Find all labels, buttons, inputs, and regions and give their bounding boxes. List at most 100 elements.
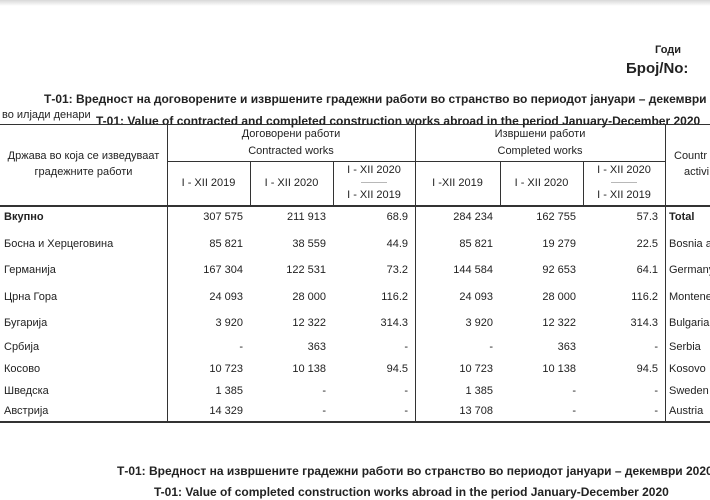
- row-value-ei: 64.1: [636, 264, 658, 276]
- row-country-mk: Србија: [4, 341, 40, 353]
- period-column-header: I - XII 2019: [181, 177, 236, 189]
- row-country-en: Serbia: [669, 341, 701, 353]
- title-en: T-01: Value of contracted and completed …: [96, 114, 701, 128]
- number-label: Број/No:: [626, 60, 689, 77]
- row-value-c19: 14 329: [209, 405, 243, 417]
- row-value-c19: 24 093: [209, 291, 243, 303]
- row-value-ci: 73.2: [386, 264, 408, 276]
- index-header-bottom: I - XII 2019: [597, 189, 651, 201]
- row-value-ci: 94.5: [386, 363, 408, 375]
- row-value-c19: 167 304: [203, 264, 243, 276]
- row-value-c20: -: [322, 385, 326, 397]
- title-mk: Т-01: Вредност на договорените и извршен…: [44, 92, 707, 106]
- row-value-ci: -: [404, 385, 408, 397]
- subcolumn-divider: [250, 161, 251, 206]
- footer-title-mk: Т-01: Вредност на извршените градежни ра…: [117, 464, 710, 478]
- row-value-e20: 363: [557, 341, 576, 353]
- row-value-e20: 10 138: [542, 363, 576, 375]
- unit-label: во илјади денари: [2, 109, 91, 121]
- row-country-en: Austria: [669, 405, 704, 417]
- row-value-ci: 314.3: [380, 317, 408, 329]
- subcolumn-divider: [333, 161, 334, 206]
- column-divider: [665, 124, 666, 422]
- row-value-c20: -: [322, 405, 326, 417]
- row-value-e20: 162 755: [536, 211, 576, 223]
- completed-header-en: Completed works: [497, 145, 583, 157]
- period-column-header: I -XII 2019: [432, 177, 483, 189]
- country-header-mk-1: Држава во која се изведуваат: [7, 150, 160, 162]
- row-country-mk: Црна Гора: [4, 291, 58, 303]
- row-value-e19: -: [489, 341, 493, 353]
- column-divider: [415, 124, 416, 422]
- footer-title-en: T-01: Value of completed construction wo…: [154, 485, 669, 499]
- row-country-en: Kosovo: [669, 363, 706, 375]
- index-header-bottom: I - XII 2019: [347, 189, 401, 201]
- row-value-c19: 10 723: [209, 363, 243, 375]
- header-bottom-border: [0, 205, 710, 207]
- row-value-c20: 38 559: [292, 238, 326, 250]
- row-country-en: Montene: [669, 291, 710, 303]
- row-value-c20: 12 322: [292, 317, 326, 329]
- country-header-mk-2: градежните работи: [34, 166, 133, 178]
- subcolumn-divider: [500, 161, 501, 206]
- row-value-ei: -: [654, 405, 658, 417]
- row-value-e20: 28 000: [542, 291, 576, 303]
- row-value-e20: 19 279: [542, 238, 576, 250]
- country-header-en-2: activi: [684, 166, 710, 178]
- row-value-e19: 3 920: [465, 317, 493, 329]
- column-divider: [167, 124, 168, 422]
- row-value-ci: 68.9: [386, 211, 408, 223]
- row-value-e19: 1 385: [465, 385, 493, 397]
- completed-header-mk: Извршени работи: [494, 128, 586, 140]
- row-country-mk: Босна и Херцеговина: [4, 238, 114, 250]
- row-value-ei: 94.5: [636, 363, 658, 375]
- row-value-ei: 57.3: [636, 211, 658, 223]
- year-label: Годи: [655, 44, 682, 56]
- row-value-c19: -: [239, 341, 243, 353]
- row-value-e19: 144 584: [453, 264, 493, 276]
- country-header-en-1: Countr: [674, 150, 708, 162]
- subheader-border: [167, 161, 665, 162]
- row-value-c19: 85 821: [209, 238, 243, 250]
- row-value-e19: 85 821: [459, 238, 493, 250]
- row-value-e19: 10 723: [459, 363, 493, 375]
- row-country-mk: Вкупно: [4, 211, 44, 223]
- row-value-e20: 12 322: [542, 317, 576, 329]
- row-country-en: Sweden: [669, 385, 709, 397]
- row-value-c20: 122 531: [286, 264, 326, 276]
- row-value-e20: -: [572, 405, 576, 417]
- index-header-separator: -------------: [361, 180, 387, 186]
- row-country-mk: Бугарија: [4, 317, 48, 329]
- subcolumn-divider: [583, 161, 584, 206]
- row-country-mk: Германија: [4, 264, 56, 276]
- row-value-e20: 92 653: [542, 264, 576, 276]
- row-value-e19: 284 234: [453, 211, 493, 223]
- row-value-ei: -: [654, 341, 658, 353]
- row-value-e19: 13 708: [459, 405, 493, 417]
- period-column-header: I - XII 2020: [514, 177, 569, 189]
- row-value-c20: 211 913: [287, 211, 326, 223]
- row-value-c20: 363: [307, 341, 326, 353]
- page-top-shadow: [0, 0, 710, 6]
- row-value-e20: -: [572, 385, 576, 397]
- row-country-en: Germany: [669, 264, 710, 276]
- index-header-top: I - XII 2020: [347, 164, 401, 176]
- row-value-e19: 24 093: [459, 291, 493, 303]
- row-country-en: Total: [669, 211, 695, 223]
- row-country-en: Bulgaria: [669, 317, 710, 329]
- index-header-top: I - XII 2020: [597, 164, 651, 176]
- row-country-mk: Австрија: [4, 405, 49, 417]
- row-value-c19: 307 575: [203, 211, 243, 223]
- contracted-header-mk: Договорени работи: [241, 128, 341, 140]
- row-value-c20: 10 138: [292, 363, 326, 375]
- row-value-ei: 314.3: [630, 317, 658, 329]
- row-country-mk: Косово: [4, 363, 41, 375]
- row-country-en: Bosnia a: [669, 238, 710, 250]
- header-top-border: [0, 124, 710, 125]
- row-value-ei: 22.5: [636, 238, 658, 250]
- row-value-ci: 44.9: [386, 238, 408, 250]
- contracted-header-en: Contracted works: [248, 145, 334, 157]
- row-value-ci: -: [404, 405, 408, 417]
- row-value-ei: 116.2: [631, 291, 658, 303]
- row-value-c19: 1 385: [215, 385, 243, 397]
